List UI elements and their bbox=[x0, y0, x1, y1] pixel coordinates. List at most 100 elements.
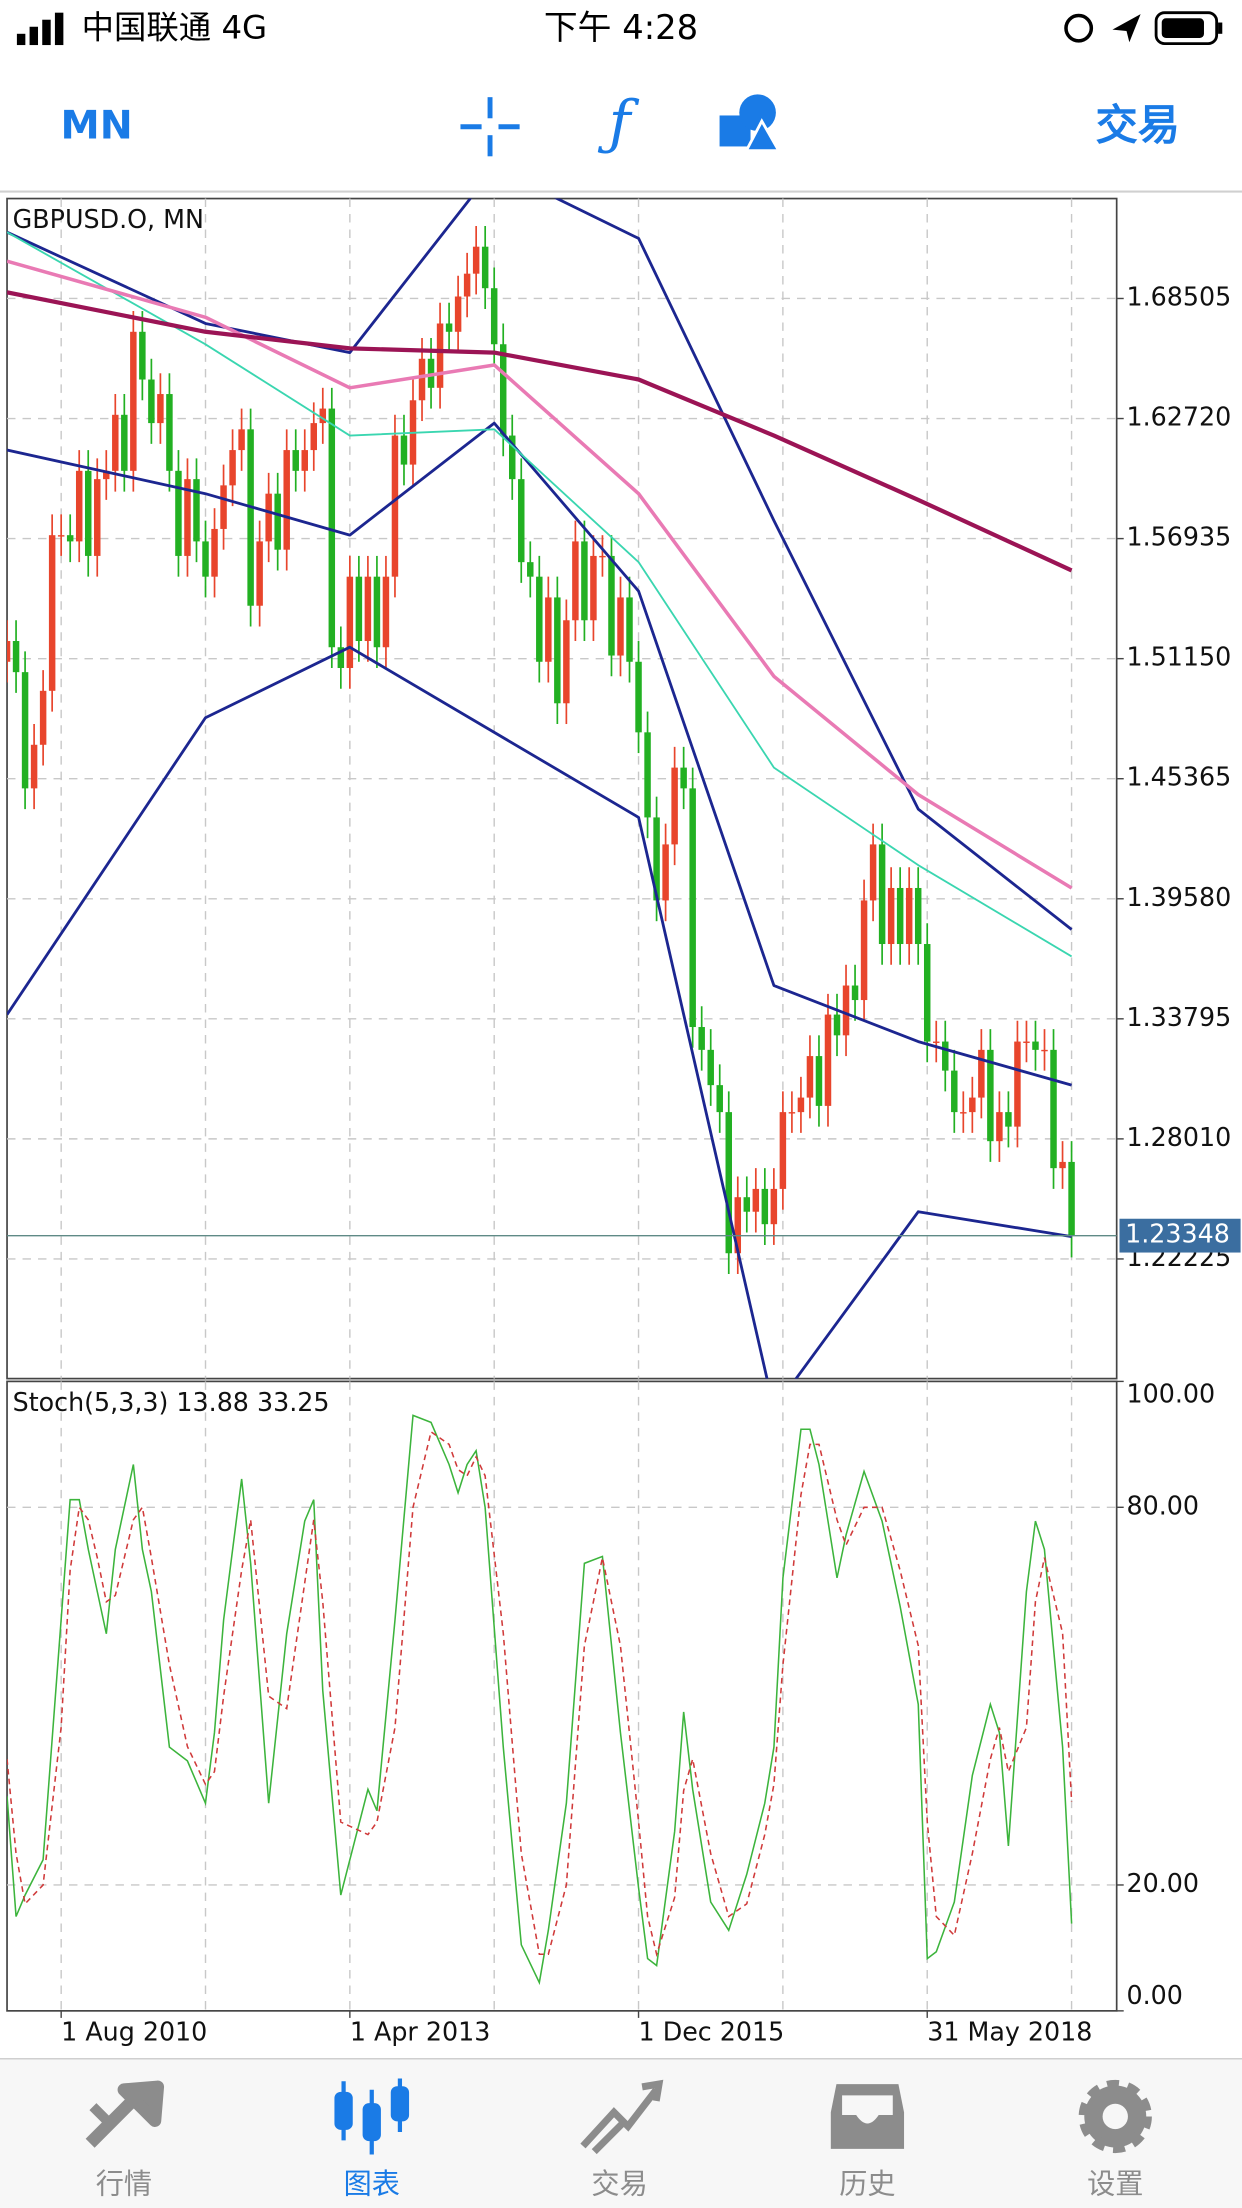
candle-body bbox=[842, 985, 850, 1036]
candle-body bbox=[211, 528, 218, 577]
candle-body bbox=[193, 479, 200, 542]
candle-body bbox=[445, 323, 453, 332]
candle-body bbox=[48, 535, 56, 691]
tab-bar: 行情 图表 交易 历史 设置 bbox=[0, 2058, 1242, 2208]
candle-body bbox=[12, 641, 20, 673]
candle-body bbox=[139, 331, 146, 380]
plot-frame bbox=[6, 1380, 1118, 2012]
candle-body bbox=[238, 429, 245, 451]
candle-body bbox=[869, 844, 877, 901]
overlay-line bbox=[7, 645, 1072, 1379]
timeframe-button[interactable]: MN bbox=[61, 103, 133, 149]
candle-body bbox=[75, 470, 83, 542]
candle-body bbox=[319, 408, 327, 424]
candle-body bbox=[933, 1041, 940, 1043]
y-tick-label: 0.00 bbox=[1127, 1980, 1183, 2010]
candle-body bbox=[30, 744, 38, 789]
candle-body bbox=[418, 358, 426, 401]
candle-body bbox=[797, 1097, 805, 1113]
y-tick-label: 1.56935 bbox=[1127, 522, 1232, 552]
candle-body bbox=[951, 1070, 958, 1113]
overlay-line bbox=[7, 259, 1073, 890]
candle-body bbox=[860, 900, 868, 1001]
indicator-button[interactable]: ƒ bbox=[598, 87, 640, 156]
candle-body bbox=[788, 1112, 796, 1114]
candle-body bbox=[644, 732, 651, 818]
candle-body bbox=[256, 541, 263, 606]
candle-body bbox=[896, 887, 904, 945]
candle-body bbox=[878, 844, 886, 945]
y-tick-label: 1.28010 bbox=[1127, 1122, 1232, 1152]
chart-title: Stoch(5,3,3) 13.88 33.25 bbox=[13, 1387, 330, 1417]
candle-body bbox=[734, 1197, 742, 1254]
candle-body bbox=[581, 541, 588, 621]
history-icon[interactable] bbox=[830, 2084, 905, 2149]
signal-bar bbox=[42, 19, 51, 46]
last-price-box bbox=[1119, 1218, 1241, 1253]
plot-area bbox=[7, 198, 1075, 1379]
tab-label[interactable]: 历史 bbox=[839, 2167, 895, 2200]
candle-body bbox=[84, 470, 92, 556]
x-tick-label: 1 Aug 2010 bbox=[61, 2016, 207, 2046]
candle-body bbox=[166, 394, 173, 471]
candle-body bbox=[229, 450, 236, 486]
candle-body bbox=[499, 344, 507, 436]
candle-body bbox=[472, 246, 480, 274]
plot-frame bbox=[6, 197, 1118, 1380]
battery-tip bbox=[1218, 22, 1223, 34]
tab-label[interactable]: 交易 bbox=[591, 2167, 647, 2200]
candle-body bbox=[301, 450, 308, 471]
tab-label[interactable]: 设置 bbox=[1087, 2167, 1143, 2200]
candle-body bbox=[824, 1014, 832, 1106]
candle-body bbox=[653, 817, 660, 901]
trade-button[interactable]: 交易 bbox=[1096, 101, 1180, 150]
candle-body bbox=[996, 1112, 1003, 1142]
carrier: 中国联通 4G bbox=[82, 9, 267, 47]
candle-body bbox=[400, 435, 408, 465]
tab-label[interactable]: 行情 bbox=[96, 2167, 152, 2200]
candle-body bbox=[770, 1188, 778, 1225]
candle-body bbox=[815, 1056, 823, 1106]
objects-button[interactable] bbox=[719, 94, 782, 153]
candle-body bbox=[806, 1056, 814, 1098]
candle-body bbox=[364, 576, 372, 642]
candle-body bbox=[7, 641, 11, 662]
candle-body bbox=[121, 414, 128, 471]
tab-label[interactable]: 图表 bbox=[344, 2167, 400, 2200]
crosshair-button[interactable] bbox=[460, 97, 520, 157]
candle-body bbox=[554, 597, 561, 704]
candle-body bbox=[969, 1097, 976, 1113]
candle-body bbox=[454, 296, 462, 332]
candle-body bbox=[626, 597, 633, 662]
candle-body bbox=[662, 844, 669, 901]
candle-body bbox=[274, 493, 281, 550]
y-tick-label: 100.00 bbox=[1127, 1378, 1216, 1408]
candle-body bbox=[680, 767, 687, 789]
candle-body bbox=[57, 535, 65, 537]
candle-body bbox=[978, 1049, 985, 1098]
candle-body bbox=[310, 423, 318, 451]
candle-body bbox=[923, 944, 931, 1042]
candle-body bbox=[960, 1112, 967, 1114]
candle-body bbox=[328, 408, 336, 648]
tab-labels: 行情 图表 交易 历史 设置 bbox=[96, 2167, 1144, 2200]
candle-body bbox=[1068, 1161, 1075, 1236]
x-tick-label: 1 Dec 2015 bbox=[639, 2016, 785, 2046]
chart-icon[interactable] bbox=[334, 2078, 410, 2155]
candle-body bbox=[779, 1112, 787, 1189]
candle-body bbox=[590, 555, 597, 621]
x-tick-label: 31 May 2018 bbox=[927, 2016, 1092, 2046]
candle-body bbox=[283, 450, 290, 550]
candle-body bbox=[617, 597, 624, 656]
candle-body bbox=[905, 887, 913, 945]
candle-body bbox=[509, 435, 516, 480]
candle-body bbox=[942, 1041, 949, 1071]
candle-body bbox=[265, 493, 272, 542]
quotes-icon[interactable] bbox=[85, 2080, 165, 2148]
y-tick-label: 20.00 bbox=[1127, 1868, 1200, 1898]
candle-body bbox=[373, 576, 381, 648]
toolbar: MN ƒ 交易 bbox=[0, 87, 1242, 193]
trade-icon[interactable] bbox=[580, 2079, 664, 2155]
settings-icon[interactable] bbox=[1078, 2079, 1152, 2154]
signal-bar bbox=[29, 26, 39, 46]
